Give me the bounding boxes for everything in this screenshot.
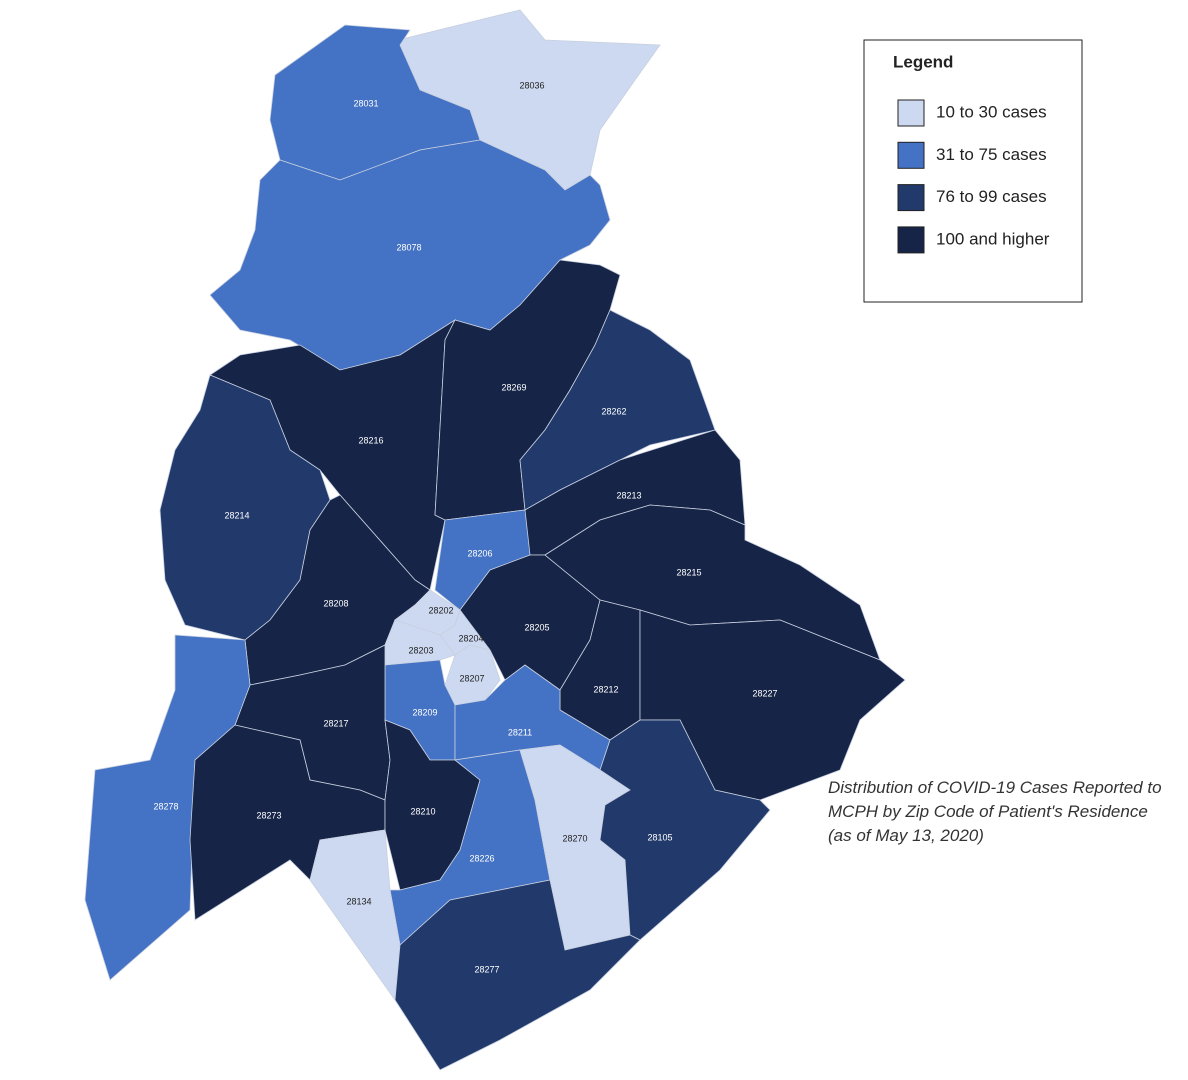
zip-label: 28217	[323, 718, 348, 728]
zip-label: 28269	[501, 382, 526, 392]
zip-label: 28212	[593, 684, 618, 694]
zip-label: 28105	[647, 832, 672, 842]
zip-label: 28204	[458, 633, 483, 643]
zip-label: 28273	[256, 810, 281, 820]
zip-label: 28206	[467, 548, 492, 558]
zip-region	[84, 634, 251, 981]
legend-label: 31 to 75 cases	[936, 145, 1047, 164]
legend-swatch	[897, 226, 925, 254]
zip-region	[309, 829, 401, 1002]
zip-label: 28216	[358, 435, 383, 445]
zip-region	[394, 879, 641, 1071]
zip-label: 28202	[428, 605, 453, 615]
zip-label: 28031	[353, 98, 378, 108]
zip-label: 28209	[412, 707, 437, 717]
zip-label: 28226	[469, 853, 494, 863]
zip-label: 28227	[752, 688, 777, 698]
caption-line: MCPH by Zip Code of Patient's Residence	[828, 802, 1148, 821]
legend-box	[863, 39, 1083, 303]
legend-label: 76 to 99 cases	[936, 187, 1047, 206]
zip-label: 28215	[676, 567, 701, 577]
zip-label: 28211	[508, 727, 532, 737]
zip-label: 28134	[346, 896, 371, 906]
zip-label: 28262	[601, 406, 626, 416]
caption: Distribution of COVID-19 Cases Reported …	[828, 778, 1162, 845]
zip-region	[269, 24, 481, 181]
legend-swatch	[897, 99, 925, 127]
legend-label: 10 to 30 cases	[936, 102, 1047, 121]
legend-swatch	[897, 184, 925, 212]
zip-label: 28203	[408, 645, 433, 655]
zip-label: 28036	[519, 80, 544, 90]
zip-label: 28078	[396, 242, 421, 252]
regions	[84, 9, 906, 1071]
zip-label: 28205	[524, 622, 549, 632]
zip-label: 28214	[224, 510, 249, 520]
zip-label: 28277	[474, 964, 499, 974]
zip-labels: 28036 28031 28078 28216 28269 28262 28214 28213…	[153, 80, 777, 974]
zip-label: 28208	[323, 598, 348, 608]
legend: 10 to 30 cases 31 to 75 cases 76 to 99 cas…	[897, 99, 1050, 254]
zip-label: 28207	[459, 673, 484, 683]
zip-label: 28210	[410, 806, 435, 816]
legend-title: Legend	[893, 52, 953, 71]
legend-swatch	[897, 141, 925, 169]
caption-line: (as of May 13, 2020)	[828, 826, 984, 845]
caption-line: Distribution of COVID-19 Cases Reported …	[828, 778, 1162, 797]
zip-label: 28270	[562, 833, 587, 843]
zip-label: 28213	[616, 490, 641, 500]
zip-label: 28278	[153, 801, 178, 811]
legend-label: 100 and higher	[936, 229, 1050, 248]
zip-region	[599, 719, 771, 941]
